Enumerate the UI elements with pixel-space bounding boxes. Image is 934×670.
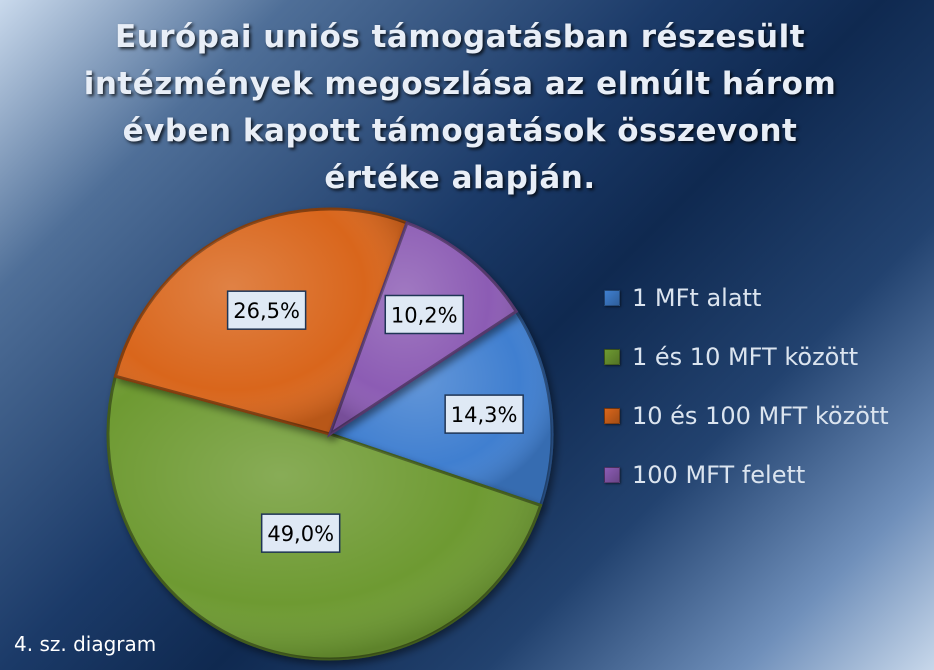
footnote: 4. sz. diagram [14,632,157,656]
data-label-1-mft-alatt: 14,3% [444,394,524,434]
legend-item-1: 1 MFt alatt [604,268,929,327]
data-label-100-mft-felett: 10,2% [384,294,465,335]
data-label-10-100-mft: 26,5% [226,290,307,330]
chart-title-line-3: évben kapott támogatások összevont [122,113,798,149]
svg-text:26,5%: 26,5% [233,299,300,323]
svg-text:49,0%: 49,0% [267,522,334,546]
chart-title-line-2: intézmények megoszlása az elmúlt három [83,66,837,102]
legend-label-2: 1 és 10 MFT között [632,342,859,371]
legend-label-4: 100 MFT felett [632,460,806,489]
svg-text:14,3%: 14,3% [451,403,518,427]
legend-label-3: 10 és 100 MFT között [632,401,889,430]
chart-title: Európai uniós támogatásban részesült int… [60,14,860,202]
chart-title-line-1: Európai uniós támogatásban részesült [114,19,806,55]
pie-slice-1-mft-alatt [326,309,554,508]
svg-text:10,2%: 10,2% [391,303,458,327]
legend-swatch-3 [604,407,620,424]
legend-swatch-4 [604,466,620,483]
legend-item-2: 1 és 10 MFT között [604,327,929,386]
legend-swatch-2 [604,348,620,365]
legend-item-4: 100 MFT felett [604,445,929,504]
legend-label-1: 1 MFt alatt [632,283,762,312]
legend: 1 MFt alatt 1 és 10 MFT között 10 és 100… [604,268,929,504]
data-label-1-10-mft: 49,0% [260,513,341,553]
chart-title-line-4: értéke alapján. [324,160,596,196]
legend-swatch-1 [604,289,620,306]
legend-item-3: 10 és 100 MFT között [604,386,929,445]
